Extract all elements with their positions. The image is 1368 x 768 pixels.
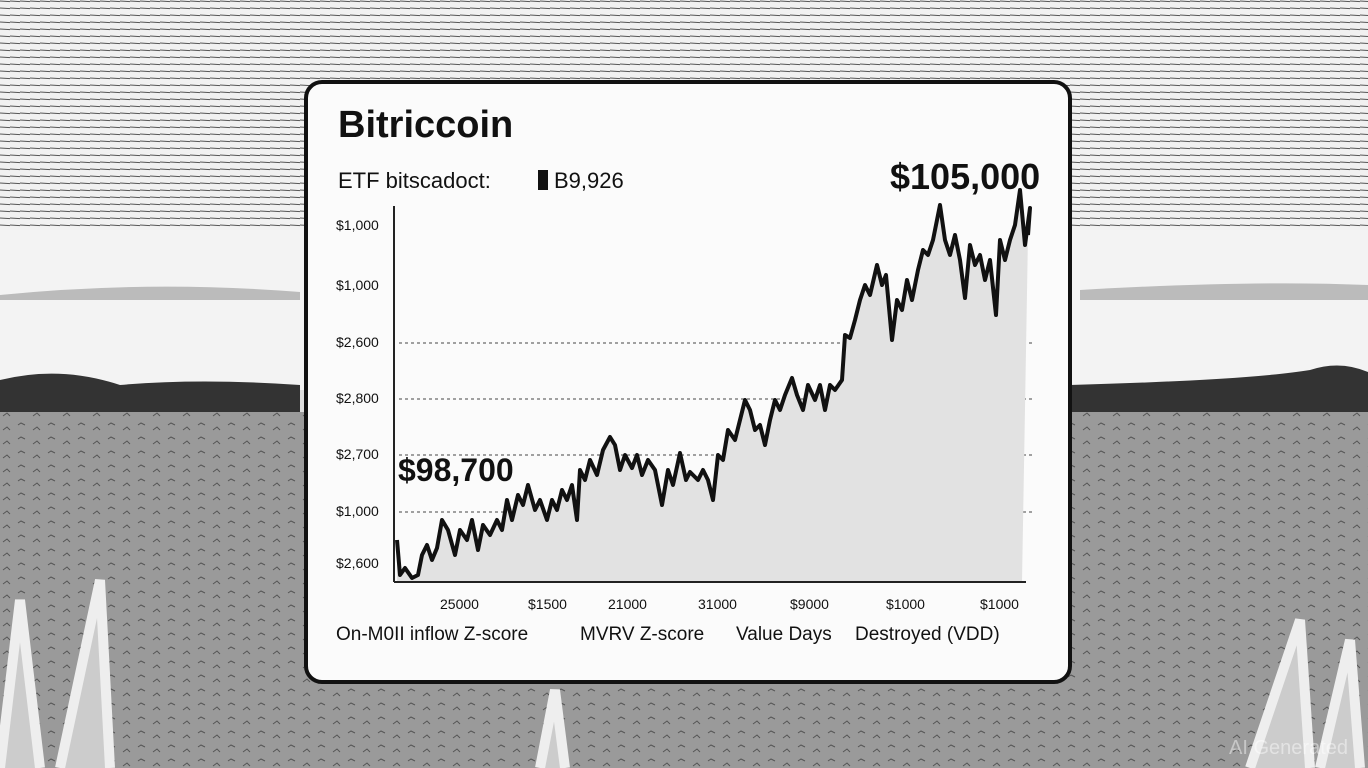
x-tick-label: 31000 [698, 596, 737, 612]
badge-icon [538, 170, 548, 190]
y-tick-label: $1,000 [336, 277, 379, 293]
y-tick-label: $2,700 [336, 446, 379, 462]
low-label: $98,700 [398, 452, 514, 488]
watermark: AI Generated [1229, 737, 1348, 759]
area [397, 190, 1030, 582]
legend-item: On-M0II inflow Z-score [336, 624, 529, 645]
y-tick-label: $2,600 [336, 334, 379, 350]
y-tick-label: $2,800 [336, 390, 379, 406]
chart [393, 188, 1034, 583]
subtitle: ETF bitscadoct: [338, 168, 491, 193]
x-tick-label: $1500 [528, 596, 567, 612]
y-tick-label: $1,000 [336, 217, 379, 233]
price-line [395, 188, 1032, 580]
high-label: $105,000 [890, 156, 1041, 197]
chart-card: Bitriccoin ETF bitscadoct: B9,926 $105,0… [304, 80, 1072, 684]
x-tick-label: 21000 [608, 596, 647, 612]
x-tick-label: $9000 [790, 596, 829, 612]
y-tick-label: $2,600 [336, 555, 379, 571]
x-tick-label: $1000 [980, 596, 1019, 612]
x-tick-label: 25000 [440, 596, 479, 612]
legend-item: Value Days [736, 624, 832, 645]
x-tick-label: $1000 [886, 596, 925, 612]
legend-item: MVRV Z-score [580, 624, 705, 645]
legend-item: Destroyed (VDD) [855, 624, 1000, 645]
title: Bitriccoin [338, 104, 514, 146]
badge: B9,926 [554, 168, 624, 193]
y-tick-label: $1,000 [336, 503, 379, 519]
